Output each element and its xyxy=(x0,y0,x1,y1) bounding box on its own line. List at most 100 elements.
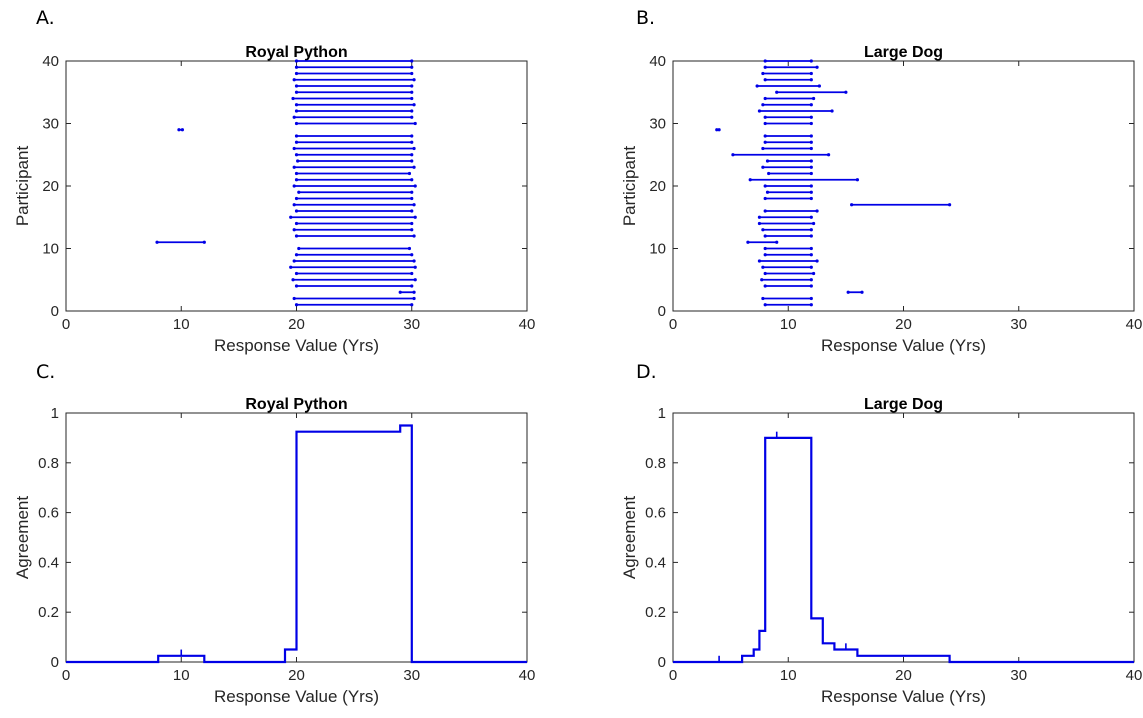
interval-endpoint xyxy=(413,121,417,126)
x-tick-label: 40 xyxy=(1126,667,1143,684)
y-tick-label: 0.8 xyxy=(38,455,59,472)
x-tick-label: 30 xyxy=(403,667,420,684)
interval-endpoint xyxy=(809,184,813,188)
y-tick-label: 0.2 xyxy=(645,604,666,621)
interval-endpoint xyxy=(292,203,296,207)
y-tick-label: 0.2 xyxy=(38,604,59,621)
interval-endpoint xyxy=(413,265,417,269)
interval-endpoint xyxy=(850,203,854,207)
interval-endpoint xyxy=(757,259,762,263)
panel-label: C. xyxy=(36,361,55,383)
panel-label: D. xyxy=(636,361,657,383)
x-tick-label: 40 xyxy=(1126,316,1143,333)
interval-endpoint xyxy=(830,109,834,113)
interval-endpoint xyxy=(294,71,299,76)
interval-endpoint xyxy=(410,109,414,113)
interval-endpoint xyxy=(775,240,779,244)
agreement-line xyxy=(66,424,527,664)
interval-endpoint xyxy=(294,178,299,182)
interval-endpoint xyxy=(809,303,813,307)
interval-endpoint xyxy=(413,278,417,282)
interval-endpoint xyxy=(948,203,952,207)
interval-endpoint xyxy=(809,296,813,301)
interval-endpoint xyxy=(410,65,414,69)
interval-endpoint xyxy=(812,221,816,226)
interval-endpoint xyxy=(809,228,813,232)
interval-endpoint xyxy=(294,84,299,88)
interval-endpoint xyxy=(180,128,185,132)
interval-endpoint xyxy=(860,290,864,294)
chart-panel-b: B. Large Dog 0 10 20 30 40 0 10 20 30 40 Response Va… xyxy=(620,7,1142,355)
interval-endpoint xyxy=(294,209,299,213)
interval-endpoint xyxy=(413,184,417,188)
y-tick-label: 20 xyxy=(649,178,666,195)
interval-endpoint xyxy=(809,103,813,107)
interval-endpoint xyxy=(410,196,414,201)
chart-title: Royal Python xyxy=(245,396,347,413)
interval-endpoint xyxy=(289,265,293,269)
interval-endpoint xyxy=(294,196,299,201)
y-tick-label: 0 xyxy=(658,654,666,671)
interval-endpoint xyxy=(809,284,813,288)
interval-endpoint xyxy=(761,146,765,151)
interval-endpoint xyxy=(292,146,296,151)
y-tick-label: 0.4 xyxy=(645,554,666,571)
interval-endpoint xyxy=(761,103,765,107)
y-tick-label: 1 xyxy=(658,405,666,422)
interval-endpoint xyxy=(410,303,414,307)
x-tick-label: 40 xyxy=(519,667,536,684)
interval-endpoint xyxy=(761,71,765,76)
x-tick-label: 20 xyxy=(895,667,912,684)
interval-endpoint xyxy=(846,290,850,294)
interval-endpoint xyxy=(410,84,414,88)
interval-endpoint xyxy=(809,115,813,119)
interval-endpoint xyxy=(410,253,414,257)
interval-endpoint xyxy=(763,284,767,288)
interval-endpoint xyxy=(763,96,767,101)
interval-endpoint xyxy=(809,234,813,238)
interval-endpoint xyxy=(809,265,813,269)
interval-endpoint xyxy=(815,259,819,263)
y-tick-label: 1 xyxy=(51,405,59,422)
x-tick-label: 30 xyxy=(1010,316,1027,333)
interval-endpoint xyxy=(292,228,296,232)
x-axis-label: Response Value (Yrs) xyxy=(214,687,379,706)
interval-endpoint xyxy=(412,103,416,107)
interval-endpoint xyxy=(410,153,414,157)
interval-endpoint xyxy=(763,246,767,251)
interval-endpoint xyxy=(291,278,295,282)
interval-endpoint xyxy=(410,90,414,94)
interval-endpoint xyxy=(294,271,299,276)
interval-endpoint xyxy=(763,65,767,69)
interval-endpoint xyxy=(817,84,821,88)
chart-panel-d: D. Large Dog 0 10 20 30 40 0 0.2 0.4 0.6 0.8 1 Respon… xyxy=(620,361,1142,706)
y-tick-label: 0.6 xyxy=(645,505,666,522)
interval-endpoint xyxy=(809,171,813,176)
interval-endpoint xyxy=(410,115,414,119)
interval-endpoint xyxy=(294,90,299,94)
interval-endpoint xyxy=(763,234,767,238)
interval-endpoint xyxy=(809,146,813,151)
interval-endpoint xyxy=(294,284,299,288)
interval-endpoint xyxy=(407,171,412,176)
interval-endpoint xyxy=(763,303,767,307)
interval-endpoint xyxy=(809,121,813,126)
interval-endpoint xyxy=(763,59,767,63)
y-tick-label: 20 xyxy=(42,178,59,195)
interval-endpoint xyxy=(763,253,767,257)
x-tick-label: 10 xyxy=(173,316,190,333)
interval-endpoint xyxy=(809,253,813,257)
interval-endpoint xyxy=(155,240,159,244)
interval-endpoint xyxy=(763,209,767,213)
chart-title: Large Dog xyxy=(864,396,943,413)
x-tick-label: 10 xyxy=(173,667,190,684)
interval-endpoint xyxy=(809,71,813,76)
x-tick-label: 40 xyxy=(519,316,536,333)
interval-endpoint xyxy=(294,121,299,126)
interval-endpoint xyxy=(291,96,295,101)
interval-endpoint xyxy=(757,215,762,219)
interval-endpoint xyxy=(844,90,848,94)
interval-endpoint xyxy=(294,140,299,144)
interval-endpoint xyxy=(410,228,414,232)
